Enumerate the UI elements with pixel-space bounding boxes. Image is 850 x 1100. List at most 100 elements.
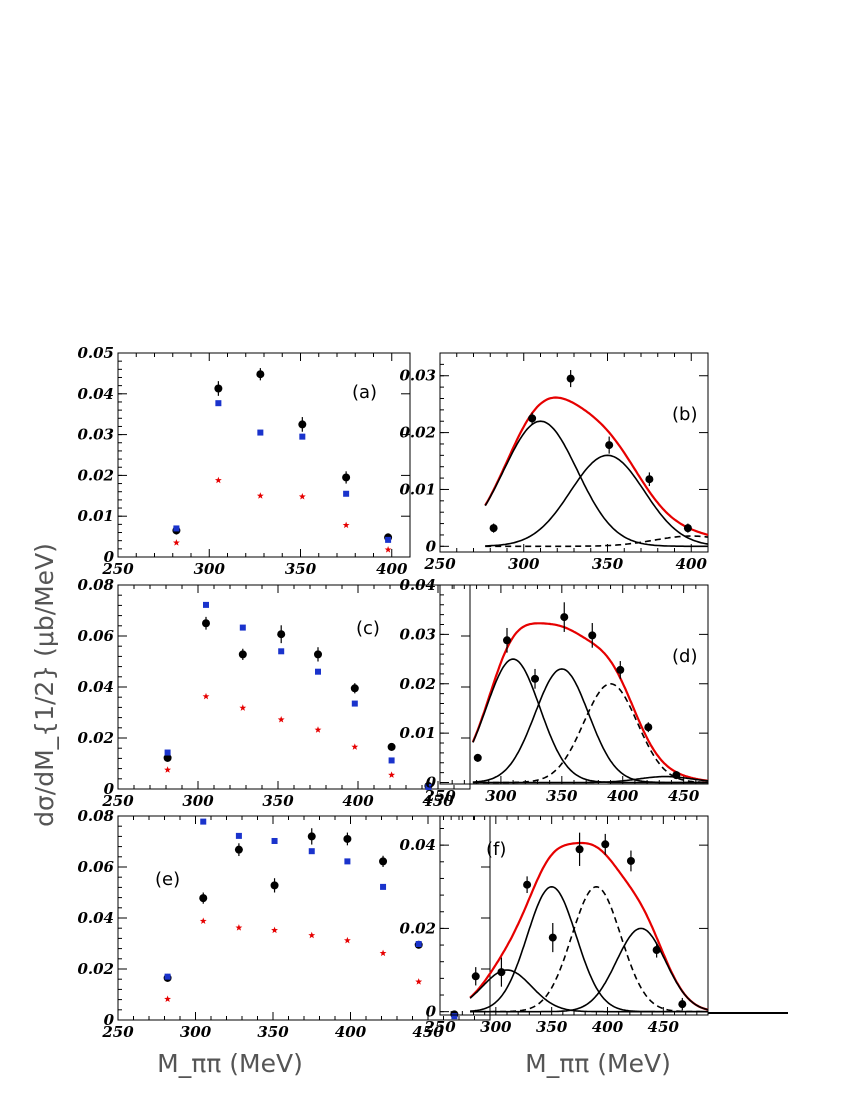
- data-point: [238, 650, 247, 659]
- x-tick-label: 350: [546, 787, 578, 805]
- data-point: [234, 845, 243, 854]
- dashed-component-curve: [485, 535, 709, 548]
- data-point: [350, 684, 359, 693]
- y-tick-label: 0.01: [399, 724, 436, 742]
- component-curve: [472, 668, 708, 784]
- data-point: [342, 473, 351, 482]
- star-marker: [256, 492, 264, 499]
- data-point: [307, 832, 316, 841]
- plot-frame: [439, 584, 709, 785]
- data-point: [503, 636, 511, 645]
- data-point: [678, 1000, 687, 1009]
- star-marker: [379, 949, 387, 957]
- star-marker: [164, 766, 172, 773]
- star-marker: [343, 936, 351, 944]
- y-tick-label: 0.08: [77, 807, 114, 825]
- square-marker: [164, 749, 171, 756]
- data-point: [343, 834, 352, 843]
- y-tick-label: 0.05: [77, 344, 114, 362]
- y-tick-label: 0: [104, 1011, 115, 1029]
- data-point: [560, 613, 569, 622]
- x-tick-label: 350: [257, 1023, 289, 1041]
- x-tick-label: 400: [676, 555, 708, 573]
- x-tick-label: 400: [607, 787, 639, 805]
- x-tick-label: 450: [648, 1018, 680, 1036]
- square-marker: [344, 858, 351, 865]
- star-marker: [172, 539, 180, 546]
- x-tick-label: 300: [508, 555, 540, 573]
- data-point: [528, 414, 537, 423]
- panel-label: (c): [356, 618, 380, 639]
- square-marker: [239, 624, 246, 631]
- data-point: [277, 630, 286, 639]
- panel-a: 250 300 350 400 0 0.01 0.02 0.03 0.04 0.05 (a): [77, 344, 411, 578]
- data-point: [202, 619, 210, 628]
- component-curve: [470, 885, 708, 1013]
- square-marker: [308, 848, 315, 855]
- component-curve: [470, 927, 709, 1013]
- y-tick-label: 0.06: [77, 858, 114, 876]
- square-marker: [173, 525, 180, 532]
- star-marker: [388, 771, 396, 778]
- fit-curve: [469, 841, 709, 1011]
- x-tick-label: 450: [422, 792, 454, 810]
- star-marker: [214, 476, 222, 484]
- panel-label: (d): [672, 646, 697, 667]
- x-tick-label: 350: [536, 1018, 568, 1036]
- data-point: [298, 420, 307, 429]
- star-marker: [415, 978, 423, 985]
- panel-label: (e): [155, 869, 180, 890]
- data-point: [566, 374, 575, 383]
- y-tick-label: 0: [426, 537, 437, 555]
- square-marker: [278, 648, 285, 655]
- data-point: [644, 723, 653, 732]
- panel-b: 250 300 350 400 0 0.01 0.02 0.03 (b): [399, 352, 709, 573]
- data-point: [548, 933, 557, 942]
- x-tick-label: 300: [485, 787, 517, 805]
- star-marker: [384, 546, 392, 553]
- square-marker: [451, 1013, 458, 1020]
- data-point: [626, 856, 635, 865]
- y-tick-label: 0.02: [399, 919, 436, 937]
- x-tick-label: 250: [423, 787, 456, 805]
- square-marker: [215, 400, 222, 407]
- fit-curve: [471, 622, 709, 782]
- x-axis-title-left: M_ππ (MeV): [157, 1049, 303, 1078]
- y-tick-label: 0.08: [77, 576, 114, 594]
- x-tick-label: 450: [668, 787, 700, 805]
- square-marker: [200, 818, 207, 825]
- panel-label: (f): [486, 839, 506, 860]
- square-marker: [425, 783, 432, 790]
- square-marker: [164, 973, 171, 980]
- data-point: [588, 631, 597, 640]
- y-tick-label: 0.04: [399, 576, 436, 594]
- square-marker: [299, 433, 306, 440]
- data-point: [523, 880, 532, 889]
- component-curve: [472, 775, 709, 784]
- x-tick-label: 250: [423, 1018, 456, 1036]
- x-tick-label: 300: [180, 1023, 212, 1041]
- x-tick-label: 250: [101, 560, 134, 578]
- y-tick-label: 0.03: [399, 625, 436, 643]
- data-point: [645, 475, 654, 484]
- x-tick-label: 300: [194, 560, 226, 578]
- data-point: [531, 674, 540, 683]
- star-marker: [235, 924, 243, 931]
- square-marker: [271, 837, 278, 844]
- data-point: [497, 968, 506, 977]
- data-point: [199, 894, 208, 903]
- data-point: [683, 524, 692, 533]
- panel-d: 250 300 350 400 450 0 0.01 0.02 0.03 0.04 (d): [399, 576, 709, 805]
- x-tick-label: 450: [412, 1023, 444, 1041]
- data-point: [473, 753, 482, 762]
- y-tick-label: 0.03: [77, 426, 114, 444]
- y-tick-label: 0.01: [399, 480, 436, 498]
- x-tick-label: 350: [592, 555, 624, 573]
- data-point: [163, 753, 172, 762]
- square-marker: [388, 757, 395, 764]
- y-tick-label: 0.04: [77, 909, 114, 927]
- data-point: [270, 881, 279, 890]
- y-tick-label: 0: [104, 780, 115, 798]
